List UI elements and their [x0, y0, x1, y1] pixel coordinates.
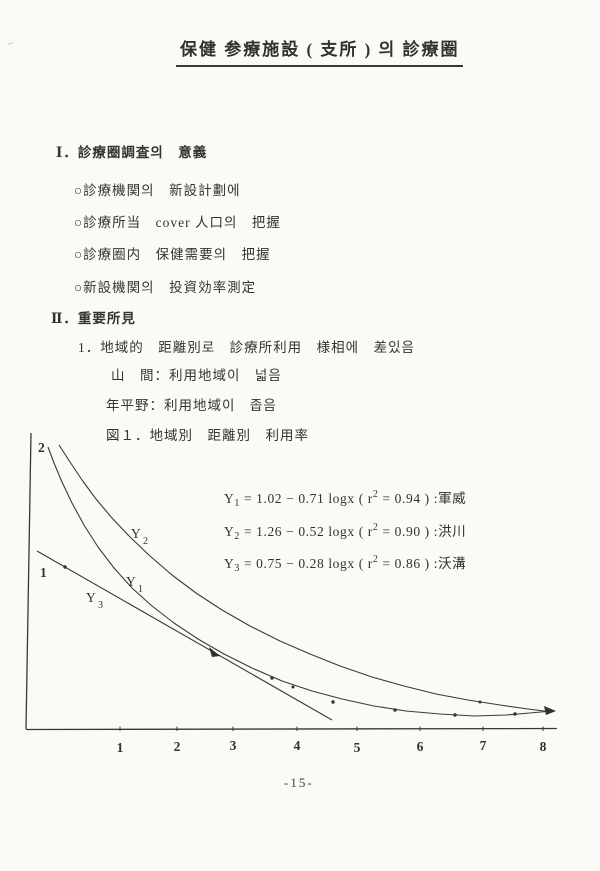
curve-label-y3-sub: 3	[98, 600, 103, 611]
y-label-1: 1	[40, 565, 47, 580]
x-tick-7: 7	[480, 738, 487, 753]
equation-y1-mid: = 1.02 − 0.71 logx ( r	[239, 491, 373, 506]
x-axis-ticks	[119, 726, 544, 731]
line-y3	[36, 550, 333, 721]
finding-item-1: 1．地域的 距離別로 診療所利用 様相에 差있음	[78, 340, 415, 355]
equation-y3-sub: 3	[234, 563, 240, 574]
curve-markers	[63, 565, 556, 717]
figure-caption: 図１．地域別 距離別 利用率	[106, 428, 309, 443]
curve-label-y1-sub: 1	[138, 584, 143, 595]
equation-y2-region: 洪川	[438, 524, 467, 539]
mid-arrowhead	[209, 647, 220, 657]
curve-y1	[47, 446, 553, 717]
curve-label-y2-sub: 2	[143, 536, 148, 547]
curve-label-y1-base: Y	[126, 574, 136, 589]
x-tick-4: 4	[294, 738, 301, 753]
x-tick-1: 1	[117, 740, 124, 755]
equation-y1: Y1 = 1.02 − 0.71 logx ( r2 = 0.94 ) :軍威	[224, 487, 466, 509]
curve-label-y3-base: Y	[86, 590, 96, 605]
equation-y3-mid: = 0.75 − 0.28 logx ( r	[239, 556, 373, 571]
x-axis-line	[25, 727, 558, 731]
equation-y1-region: 軍威	[438, 491, 467, 506]
y-axis-line	[25, 432, 32, 730]
scan-artifact: -·	[8, 38, 14, 48]
section-1-heading: Ⅰ．診療圈調査의 意義	[56, 145, 208, 160]
equation-y2-mid: = 1.26 − 0.52 logx ( r	[239, 524, 373, 539]
equation-y1-tail: = 0.94 ) :	[378, 491, 439, 506]
x-tick-8: 8	[540, 739, 547, 754]
page-number: -15-	[284, 775, 314, 790]
x-tick-3: 3	[230, 738, 237, 753]
equation-y1-sub: 1	[234, 498, 240, 509]
x-tick-2: 2	[174, 739, 181, 754]
figure-1-chart: 1 2 3 4 5 6 7 8 2 1 Y 2 Y 1 Y 3	[25, 432, 558, 755]
curve-y2	[58, 444, 553, 713]
equation-y2-lhs: Y	[224, 524, 235, 539]
equation-y2-sub: 2	[234, 531, 240, 542]
equation-y3-tail: = 0.86 ) :	[378, 556, 439, 571]
page-title: 保健 参療施設 ( 支所 ) 의 診療圈	[176, 35, 464, 67]
equation-y1-lhs: Y	[224, 491, 235, 506]
equation-y3: Y3 = 0.75 − 0.28 logx ( r2 = 0.86 ) :沃溝	[224, 552, 466, 574]
equation-y1-sup: 2	[372, 489, 379, 500]
section-2-heading: Ⅱ．重要所見	[51, 311, 136, 326]
bullet-cover-population: ○診療所当 cover 人口의 把握	[74, 215, 281, 230]
bullet-new-plan: ○診療機関의 新設計劃에	[74, 183, 241, 198]
equation-y2-tail: = 0.90 ) :	[378, 524, 439, 539]
equation-y3-region: 沃溝	[438, 556, 467, 571]
equation-y2-sup: 2	[372, 522, 379, 533]
bullet-investment-efficiency: ○新設機関의 投資効率測定	[74, 280, 257, 295]
y-label-2: 2	[38, 440, 45, 455]
end-arrowhead	[544, 706, 556, 715]
x-tick-6: 6	[417, 739, 424, 754]
equation-y3-sup: 2	[372, 554, 379, 565]
curve-label-y2-base: Y	[131, 526, 141, 541]
bullet-health-demand: ○診療圈内 保健需要의 把握	[74, 247, 271, 262]
x-tick-5: 5	[354, 740, 361, 755]
mountain-line: 山 間：利用地域이 넓음	[111, 368, 282, 383]
plain-line: 年平野：利用地域이 좁음	[106, 398, 277, 413]
equation-y3-lhs: Y	[224, 556, 235, 571]
equation-y2: Y2 = 1.26 − 0.52 logx ( r2 = 0.90 ) :洪川	[224, 520, 466, 542]
